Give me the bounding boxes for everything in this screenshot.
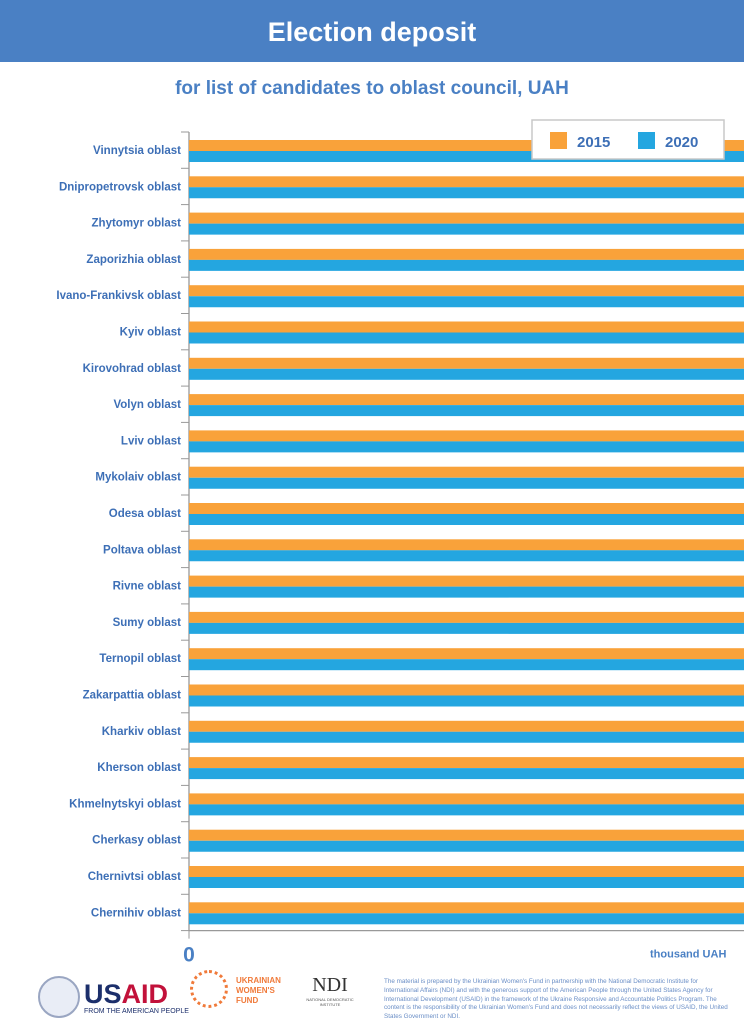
category-label: Mykolaiv oblast [95,472,181,484]
category-label: Dnipropetrovsk oblast [59,181,181,193]
legend-label-2020: 2020 [665,134,698,151]
bar-2015 [189,902,744,914]
category-label: Sumy oblast [113,617,182,629]
category-label: Kharkiv oblast [102,726,181,738]
category-label: Vinnytsia oblast [93,145,181,157]
bar-2015 [189,575,744,587]
bar-2015 [189,212,744,224]
bar-2015 [189,430,744,442]
x-axis-label: thousand UAH [650,949,726,961]
bar-2015 [189,503,744,514]
bar-2015 [189,720,744,732]
category-label: Zakarpattia oblast [83,690,182,702]
category-label: Rivne oblast [113,581,182,593]
uwf-wordmark: UKRAINIAN WOMEN'S FUND [236,976,281,1005]
usaid-wordmark: USAID [84,978,169,1009]
category-label: Kirovohrad oblast [83,363,182,375]
category-label: Ternopil oblast [99,653,181,665]
bar-2015 [189,285,744,297]
bar-2015 [189,539,744,551]
legend-swatch-2015 [550,132,567,149]
category-label: Cherkasy oblast [92,835,181,847]
usaid-logo: USAID FROM THE AMERICAN PEOPLE [38,976,189,1018]
bar-2020 [189,768,744,780]
bar-2020 [189,804,744,816]
usaid-tagline: FROM THE AMERICAN PEOPLE [84,1007,189,1015]
ndi-wordmark: NDI [312,974,348,996]
bar-2015 [189,357,744,369]
category-label: Kyiv oblast [120,327,182,339]
footer: USAID FROM THE AMERICAN PEOPLE UKRAINIAN… [0,970,744,1024]
category-label: Poltava oblast [103,544,181,556]
bar-2020 [189,151,744,162]
bar-2015 [189,611,744,623]
category-label: Chernivtsi oblast [88,871,181,883]
bar-2020 [189,695,744,707]
bar-2020 [189,187,744,199]
bar-2015 [189,866,744,877]
bar-2020 [189,296,744,308]
bar-2020 [189,913,744,925]
sunflower-icon [190,970,228,1008]
uwf-logo: UKRAINIAN WOMEN'S FUND [190,970,281,1008]
category-label: Lviv oblast [121,435,181,447]
x-tick-label: 0 [183,944,195,967]
bar-2015 [189,394,744,406]
bar-2020 [189,332,744,344]
bar-2020 [189,405,744,417]
bar-2020 [189,550,744,562]
category-label: Zaporizhia oblast [86,254,181,266]
bar-2020 [189,441,744,453]
bar-2020 [189,586,744,598]
bar-2015 [189,829,744,841]
category-label: Volyn oblast [113,399,181,411]
chart-title: Election deposit [0,0,744,62]
legend-label-2015: 2015 [577,134,610,151]
legend-swatch-2020 [638,132,655,149]
bar-2020 [189,659,744,671]
bar-2020 [189,477,744,489]
bar-2020 [189,731,744,743]
disclaimer-text: The material is prepared by the Ukrainia… [384,978,728,1021]
bar-2015 [189,684,744,696]
bar-2020 [189,877,744,888]
bar-2020 [189,368,744,380]
bar-2015 [189,757,744,769]
category-label: Chernihiv oblast [91,907,181,919]
bar-2015 [189,140,744,151]
bar-2020 [189,514,744,525]
bar-2015 [189,248,744,260]
bar-2020 [189,622,744,634]
bar-2015 [189,176,744,188]
ndi-logo: NDI NATIONAL DEMOCRATIC INSTITUTE [300,974,360,1007]
bar-2015 [189,466,744,478]
bar-2015 [189,321,744,333]
chart-subtitle: for list of candidates to oblast council… [175,78,569,99]
bar-2020 [189,840,744,852]
category-label: Odesa oblast [109,508,181,520]
bar-2020 [189,259,744,271]
bar-2015 [189,793,744,805]
category-label: Khmelnytskyi oblast [69,798,181,810]
category-label: Kherson oblast [97,762,181,774]
ndi-subtitle: NATIONAL DEMOCRATIC INSTITUTE [306,997,354,1007]
usaid-seal-icon [38,976,80,1018]
bar-2015 [189,648,744,660]
category-label: Zhytomyr oblast [92,218,182,230]
category-label: Ivano-Frankivsk oblast [56,290,181,302]
bar-2020 [189,223,744,235]
